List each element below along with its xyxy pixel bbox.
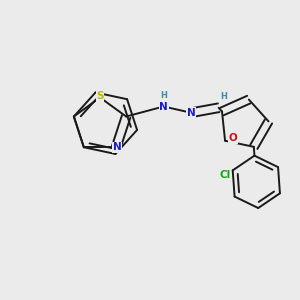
Text: N: N [113,142,122,152]
Text: H: H [160,91,167,100]
Text: H: H [220,92,227,101]
Text: S: S [96,91,104,101]
Text: N: N [187,108,196,118]
Text: O: O [228,133,237,143]
Text: N: N [159,101,168,112]
Text: Cl: Cl [220,170,231,180]
